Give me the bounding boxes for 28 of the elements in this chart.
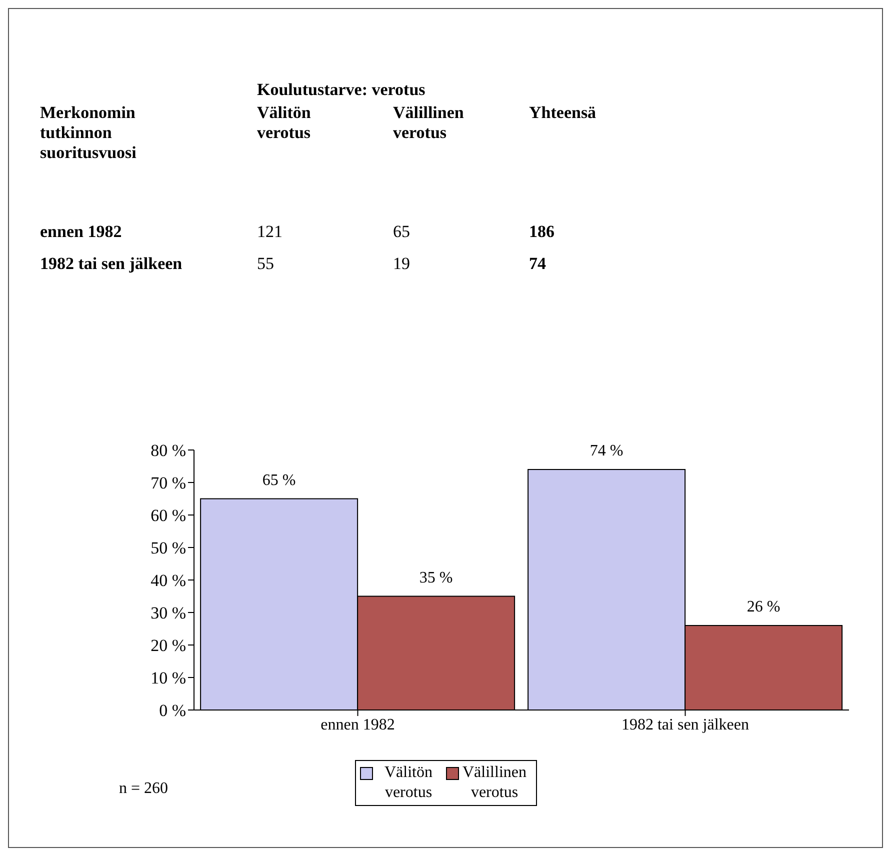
x-tick-label: Välitön verotus [256, 102, 312, 144]
text: n = 260 [119, 780, 168, 798]
y-tick-label: 50 % [150, 538, 186, 558]
legend-label: Välillinen verotus [462, 763, 528, 803]
chart-title: Koulutustarve: verotus [256, 79, 426, 101]
data-label: 26 % [746, 598, 780, 616]
x-tick-label: Yhteensä [528, 102, 598, 124]
data-label: 74 % [590, 442, 624, 460]
y-tick-label: 1982 tai sen jälkeen [39, 253, 184, 275]
y-tick-label: 80 % [150, 441, 186, 460]
y-tick-label: 70 % [150, 474, 186, 493]
data-label: 19 [392, 253, 411, 275]
y-axis-title: Merkonomin tutkinnon suoritusvuosi [39, 102, 138, 164]
y-tick-label: 0 % [159, 701, 186, 720]
legend-label: Välitön verotus [384, 763, 434, 803]
data-label: 74 [528, 253, 547, 275]
x-tick-label: Välillinen verotus [392, 102, 465, 144]
data-label: 65 [392, 221, 411, 243]
y-tick-label: 20 % [150, 636, 186, 656]
y-tick-label: 60 % [150, 506, 186, 526]
y-tick-label: 10 % [150, 668, 186, 688]
data-label: 186 [528, 221, 556, 243]
data-label: 65 % [262, 472, 296, 489]
y-tick-label: 30 % [150, 604, 186, 623]
data-label: 121 [256, 221, 284, 243]
y-tick-label: 40 % [150, 571, 186, 590]
data-label: 35 % [419, 569, 453, 586]
data-label: 55 [256, 253, 275, 275]
